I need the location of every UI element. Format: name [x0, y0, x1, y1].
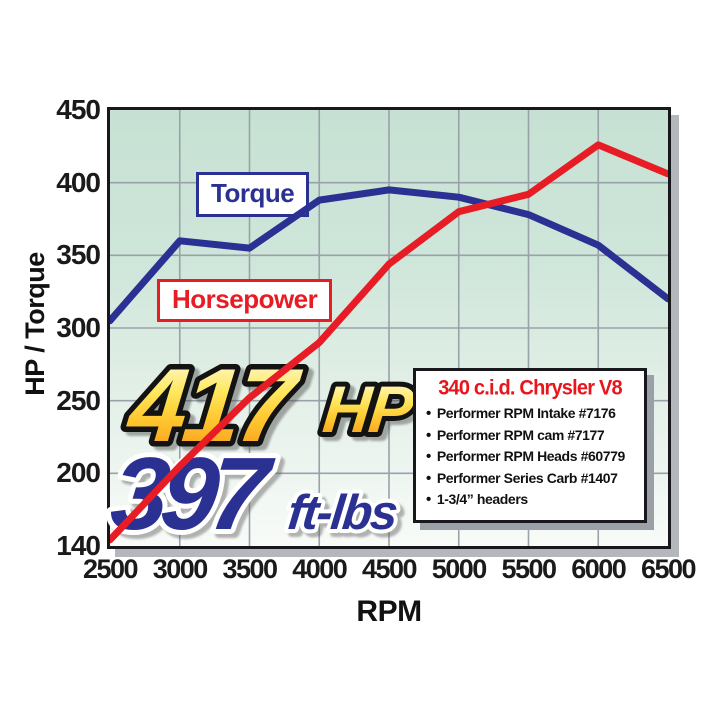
y-tick-label: 300 — [56, 312, 101, 343]
y-tick-label: 400 — [56, 166, 101, 198]
engine-spec-item: • Performer RPM Heads #60779 — [426, 446, 636, 468]
torque-headline: 397 ft-lbs — [101, 431, 403, 556]
x-tick-label: 3500 — [222, 554, 278, 584]
bullet-icon: • — [426, 491, 431, 508]
torque-headline-value: 397 — [106, 436, 278, 551]
y-tick-label: 250 — [56, 384, 101, 416]
torque-headline-unit: ft-lbs — [285, 486, 399, 540]
engine-spec-item: • 1-3/4” headers — [426, 489, 636, 511]
engine-spec-item: • Performer RPM Intake #7176 — [426, 403, 636, 425]
x-tick-label: 4000 — [292, 554, 348, 584]
engine-spec-text: Performer Series Carb #1407 — [436, 469, 618, 486]
x-tick-label: 4500 — [361, 554, 418, 584]
engine-spec-text: Performer RPM cam #7177 — [436, 426, 605, 443]
engine-spec-box: 340 c.i.d. Chrysler V8 • Performer RPM In… — [413, 368, 647, 523]
engine-spec-title: 340 c.i.d. Chrysler V8 — [438, 376, 622, 400]
y-tick-label: 200 — [56, 457, 101, 489]
bullet-icon: • — [426, 426, 431, 444]
engine-spec-text: 1-3/4” headers — [436, 491, 528, 507]
bullet-icon: • — [426, 469, 431, 487]
engine-spec-list: • Performer RPM Intake #7176 • Performer RP… — [424, 403, 636, 511]
engine-spec-text: Performer RPM Intake #7176 — [436, 405, 616, 421]
x-tick-label: 6500 — [640, 554, 697, 584]
x-tick-label: 6000 — [571, 554, 627, 584]
y-tick-label: 450 — [56, 94, 101, 125]
y-tick-label: 140 — [56, 530, 101, 561]
x-tick-label: 2500 — [82, 554, 139, 584]
bullet-icon: • — [426, 448, 431, 465]
engine-spec-item: • Performer Series Carb #1407 — [426, 468, 636, 490]
x-tick-label: 5000 — [431, 554, 488, 584]
x-tick-label: 5500 — [501, 554, 557, 584]
x-axis-title: RPM — [356, 595, 422, 628]
y-tick-label: 350 — [56, 239, 101, 271]
engine-spec-item: • Performer RPM cam #7177 — [426, 425, 636, 447]
horsepower-curve-label: Horsepower — [157, 279, 333, 322]
x-tick-label: 3000 — [152, 554, 209, 584]
engine-spec-text: Performer RPM Heads #60779 — [436, 448, 625, 464]
torque-curve-label: Torque — [196, 172, 310, 217]
hp-headline-unit: HP — [320, 373, 418, 447]
bullet-icon: • — [426, 405, 431, 422]
